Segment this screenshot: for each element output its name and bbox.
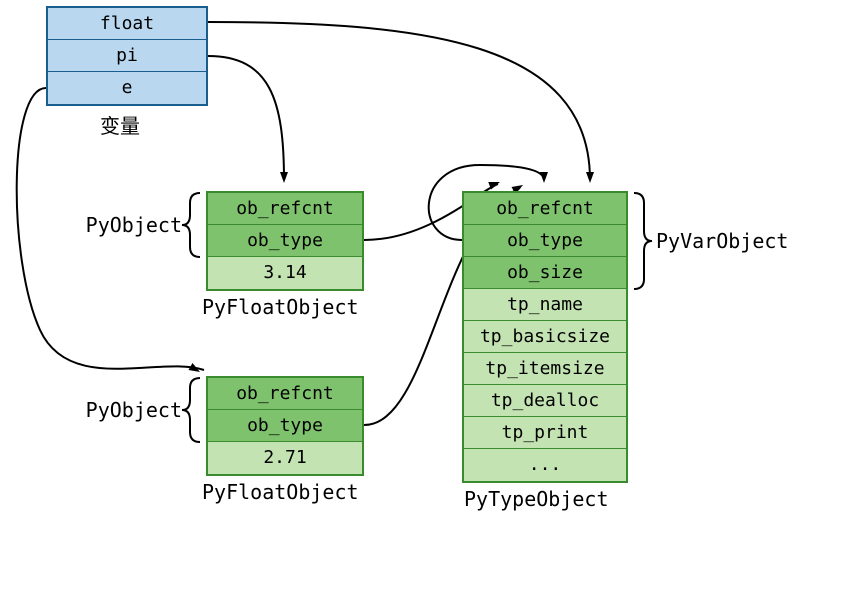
- brace-label: PyVarObject: [656, 229, 788, 253]
- struct-label: PyFloatObject: [202, 295, 359, 319]
- struct-label: PyFloatObject: [202, 480, 359, 504]
- float-to-type: [208, 22, 590, 180]
- struct-cell: tp_print: [464, 417, 626, 449]
- struct-cell: ob_type: [464, 225, 626, 257]
- struct-label: 变量: [100, 110, 140, 139]
- brace-label: PyObject: [86, 398, 182, 422]
- struct-cell: ob_refcnt: [464, 193, 626, 225]
- struct-cell: ...: [464, 449, 626, 481]
- brace-label: PyObject: [86, 213, 182, 237]
- struct-cell: tp_basicsize: [464, 321, 626, 353]
- struct-cell: ob_size: [464, 257, 626, 289]
- struct-cell: 3.14: [208, 257, 362, 289]
- struct-cell: ob_type: [208, 410, 362, 442]
- struct-cell: e: [48, 72, 206, 104]
- struct-label: PyTypeObject: [464, 487, 609, 511]
- struct-cell: 2.71: [208, 442, 362, 474]
- struct-cell: float: [48, 8, 206, 40]
- struct-cell: pi: [48, 40, 206, 72]
- struct-cell: ob_type: [208, 225, 362, 257]
- struct-cell: ob_refcnt: [208, 193, 362, 225]
- struct-cell: tp_itemsize: [464, 353, 626, 385]
- pyfloat2-box: ob_refcntob_type2.71: [206, 376, 364, 476]
- pyfloat1-box: ob_refcntob_type3.14: [206, 191, 364, 291]
- vars-box: floatpie: [46, 6, 208, 106]
- struct-cell: ob_refcnt: [208, 378, 362, 410]
- struct-cell: tp_name: [464, 289, 626, 321]
- pi-to-pf1: [208, 56, 284, 180]
- struct-cell: tp_dealloc: [464, 385, 626, 417]
- pytype-box: ob_refcntob_typeob_sizetp_nametp_basicsi…: [462, 191, 628, 483]
